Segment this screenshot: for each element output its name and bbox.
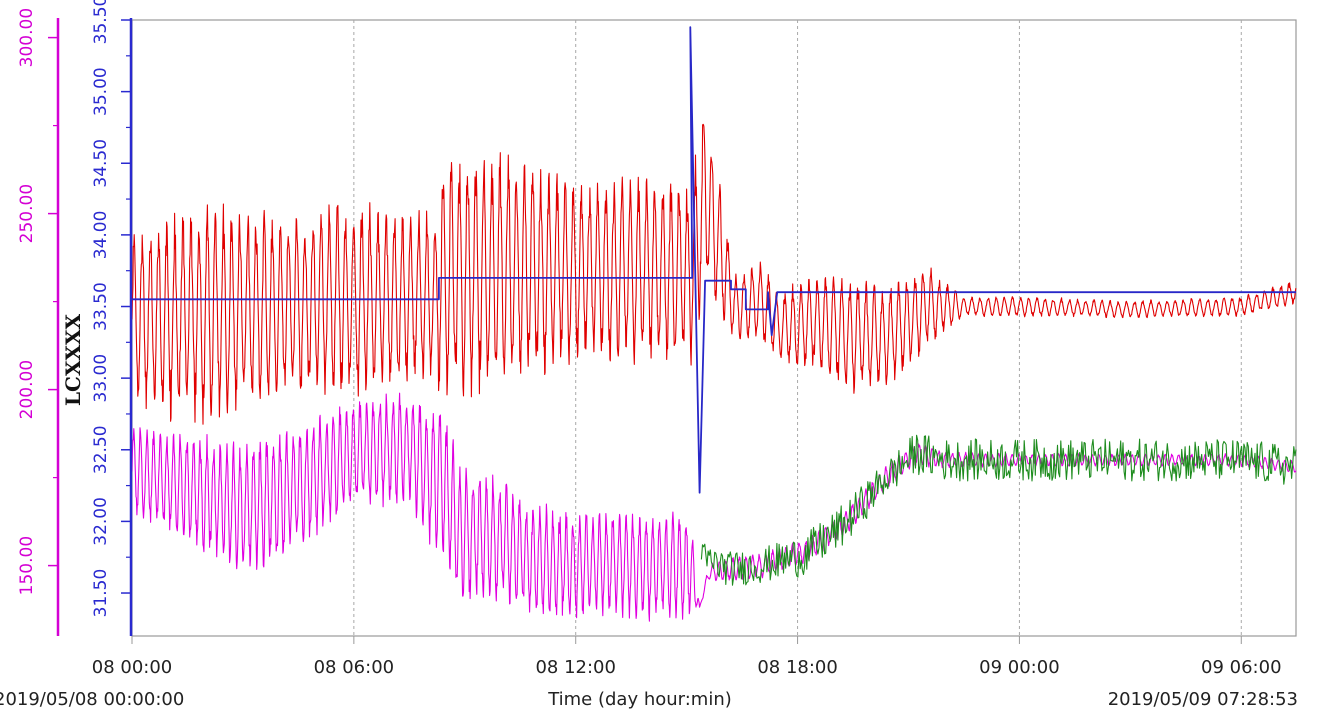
- inner-axis-tick-label: 35.50: [91, 0, 111, 44]
- x-tick-label: 08 12:00: [535, 657, 616, 678]
- series-line: [700, 434, 1297, 586]
- inner-axis-tick-label: 34.50: [91, 139, 111, 188]
- inner-axis-tick-label: 35.00: [91, 67, 111, 116]
- inner-axis-tick-label: 32.50: [91, 425, 111, 474]
- outer-axis-tick-label: 250.00: [17, 184, 37, 243]
- x-tick-label: 09 00:00: [979, 657, 1060, 678]
- y-axis-title: LCXXXX: [61, 313, 85, 406]
- inner-axis-tick-label: 31.50: [91, 569, 111, 618]
- x-tick-label: 08 06:00: [314, 657, 395, 678]
- series-line: [132, 26, 1296, 494]
- inner-axis-tick-label: 33.50: [91, 282, 111, 331]
- inner-axis-tick-label: 32.00: [91, 497, 111, 546]
- outer-axis-tick-label: 300.00: [17, 8, 37, 67]
- x-axis-ticks: 08 00:00 08 06:00 08 12:00 08 18:00 09 00:00…: [92, 636, 1282, 678]
- x-tick-label: 08 18:00: [757, 657, 838, 678]
- series-line: [131, 123, 1297, 425]
- left-inner-axis-ticks: 31.50 32.00 32.50 33.00 33.50 34.00 34.50 35.00…: [91, 0, 131, 617]
- inner-axis-tick-label: 34.00: [91, 211, 111, 260]
- inner-axis-tick-label: 33.00: [91, 354, 111, 403]
- left-outer-axis-ticks: 150.00 200.00 250.00 300.00: [17, 8, 58, 595]
- x-tick-label: 08 00:00: [92, 657, 173, 678]
- end-timestamp: 2019/05/09 07:28:53: [1108, 689, 1298, 710]
- grid-lines: [353, 20, 1242, 636]
- series-layer: [131, 26, 1297, 622]
- x-axis-title: Time (day hour:min): [547, 689, 732, 710]
- start-timestamp: 2019/05/08 00:00:00: [0, 689, 184, 710]
- outer-axis-tick-label: 200.00: [17, 360, 37, 419]
- x-tick-label: 09 06:00: [1201, 657, 1282, 678]
- outer-axis-tick-label: 150.00: [17, 536, 37, 595]
- plot-area: [131, 19, 1297, 637]
